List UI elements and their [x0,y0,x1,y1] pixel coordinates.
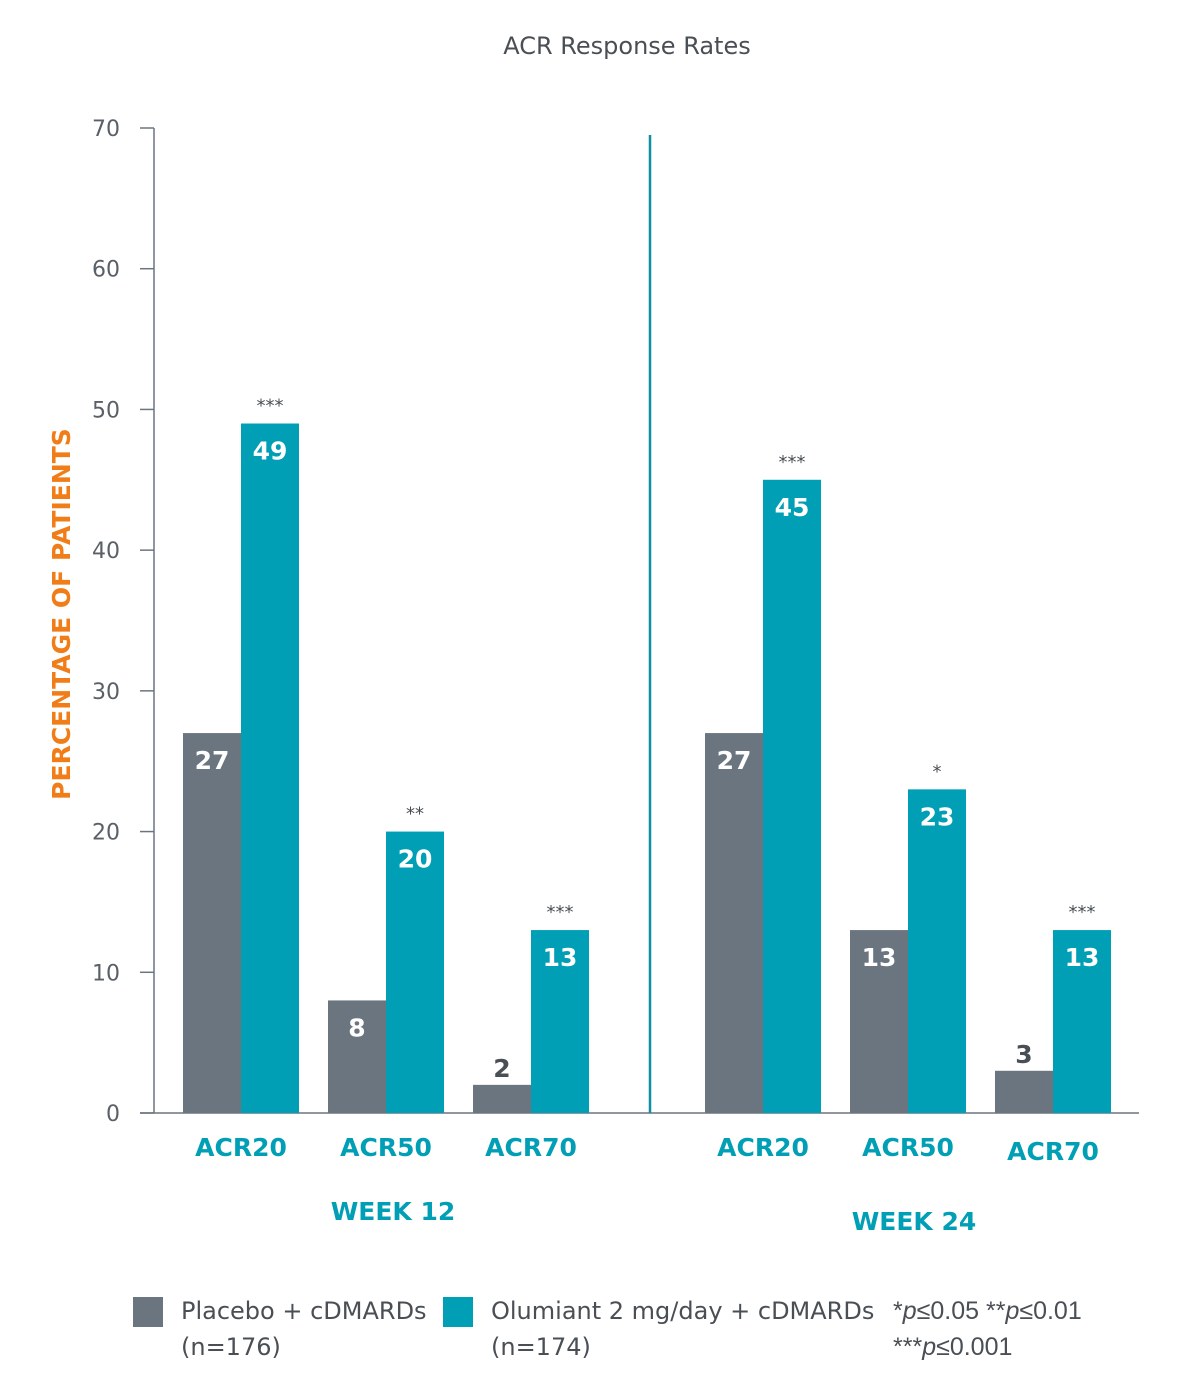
bar-olumiant [386,831,444,1113]
category-label: ACR20 [717,1133,809,1162]
significance-marker: *** [1069,902,1096,923]
bar-olumiant [241,423,299,1113]
chart-title: ACR Response Rates [503,32,751,60]
category-label: ACR20 [195,1133,287,1162]
category-label: ACR50 [340,1133,432,1162]
data-label-olumiant: 49 [253,437,288,466]
footnote-line-2: ***p≤0.001 [893,1333,1013,1361]
bar-olumiant [763,479,821,1113]
significance-footnote: *p≤0.05 **p≤0.01 ***p≤0.001 [893,1293,1082,1365]
y-tick-label: 40 [92,539,120,564]
y-tick-label: 20 [92,821,120,846]
y-tick-label: 30 [92,680,120,705]
y-tick-label: 70 [92,117,120,142]
group-label: WEEK 24 [852,1207,977,1236]
legend-swatch-olumiant [443,1297,473,1327]
category-label: ACR70 [1007,1137,1099,1166]
bar-placebo [473,1084,531,1113]
category-label: ACR70 [485,1133,577,1162]
significance-marker: ** [406,804,424,825]
legend-item-placebo: Placebo + cDMARDs (n=176) [181,1293,427,1365]
significance-marker: * [933,761,942,782]
bar-placebo [183,733,241,1113]
bar-olumiant [908,789,966,1113]
significance-marker: *** [779,452,806,473]
bar-placebo [995,1070,1053,1113]
y-tick-label: 60 [92,258,120,283]
data-label-olumiant: 23 [920,802,955,831]
significance-marker: *** [547,902,574,923]
y-tick-label: 0 [106,1102,120,1127]
bar-olumiant [1053,930,1111,1113]
y-tick-label: 10 [92,961,120,986]
data-label-placebo: 8 [348,1013,365,1042]
legend-label-placebo: Placebo + cDMARDs [181,1297,427,1325]
legend-n-placebo: (n=176) [181,1333,281,1361]
y-axis-label: PERCENTAGE OF PATIENTS [47,428,76,800]
data-label-placebo: 13 [862,943,897,972]
data-label-olumiant: 13 [543,943,578,972]
data-label-placebo: 27 [195,746,230,775]
data-label-olumiant: 45 [775,493,810,522]
bar-placebo [328,1000,386,1113]
data-label-olumiant: 20 [398,845,433,874]
legend-label-olumiant: Olumiant 2 mg/day + cDMARDs [491,1297,875,1325]
data-label-placebo: 2 [493,1054,510,1083]
y-tick-label: 50 [92,398,120,423]
data-label-placebo: 27 [717,746,752,775]
category-label: ACR50 [862,1133,954,1162]
significance-marker: *** [257,396,284,417]
bar-placebo [705,733,763,1113]
group-label: WEEK 12 [331,1197,456,1226]
legend-n-olumiant: (n=174) [491,1333,591,1361]
bar-olumiant [531,930,589,1113]
legend-item-olumiant: Olumiant 2 mg/day + cDMARDs (n=174) [491,1293,874,1365]
legend-swatch-placebo [133,1297,163,1327]
footnote-line-1: *p≤0.05 **p≤0.01 [893,1297,1082,1325]
data-label-placebo: 3 [1015,1040,1032,1069]
bar-placebo [850,930,908,1113]
data-label-olumiant: 13 [1065,943,1100,972]
